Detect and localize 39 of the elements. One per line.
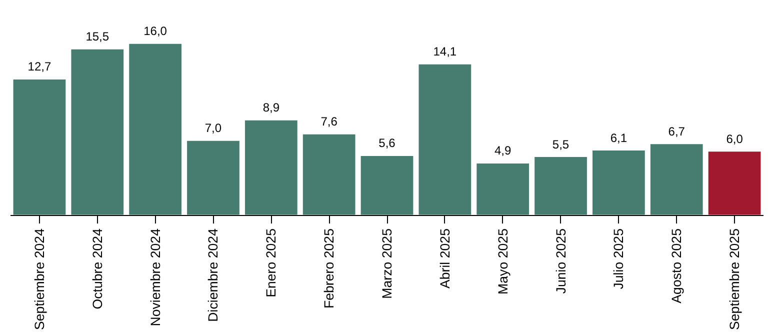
x-tick-label: Septiembre 2025 bbox=[727, 228, 742, 330]
x-tick-label: Septiembre 2024 bbox=[32, 228, 47, 330]
data-label: 4,9 bbox=[494, 144, 512, 158]
bar bbox=[417, 62, 473, 216]
data-label: 7,6 bbox=[320, 114, 338, 129]
bar bbox=[301, 132, 357, 216]
data-label: 8,9 bbox=[262, 100, 280, 115]
x-tick-label: Agosto 2025 bbox=[669, 228, 684, 304]
data-label: 16,0 bbox=[144, 24, 168, 38]
data-label: 5,5 bbox=[552, 137, 570, 152]
data-label: 12,7 bbox=[28, 60, 52, 74]
bar bbox=[533, 156, 588, 216]
bar bbox=[12, 78, 68, 216]
data-label: 6,7 bbox=[668, 124, 686, 138]
bar bbox=[475, 162, 531, 216]
x-tick-label: Diciembre 2024 bbox=[206, 228, 221, 322]
bar bbox=[186, 139, 241, 216]
bar bbox=[591, 149, 646, 216]
x-tick-label: Enero 2025 bbox=[264, 228, 279, 298]
data-label: 15,5 bbox=[86, 30, 110, 44]
x-tick-label: Abril 2025 bbox=[437, 228, 452, 289]
x-tick-label: Mayo 2025 bbox=[495, 228, 510, 294]
data-label: 7,0 bbox=[204, 121, 222, 136]
x-tick-label: Febrero 2025 bbox=[322, 228, 337, 309]
x-tick-label: Octubre 2024 bbox=[90, 228, 105, 310]
data-label: 6,1 bbox=[610, 130, 628, 145]
bar bbox=[128, 42, 183, 216]
x-tick-label: Junio 2025 bbox=[553, 228, 568, 294]
bar bbox=[359, 154, 415, 216]
x-tick-label: Marzo 2025 bbox=[380, 228, 394, 299]
bar bbox=[243, 118, 299, 216]
bar bbox=[706, 150, 762, 216]
bar bbox=[70, 48, 126, 216]
data-label: 14,1 bbox=[433, 44, 457, 59]
data-label: 6,0 bbox=[726, 132, 744, 146]
x-tick-label: Noviembre 2024 bbox=[148, 228, 163, 326]
bar bbox=[648, 142, 704, 216]
x-tick-label: Julio 2025 bbox=[611, 228, 626, 290]
data-label: 5,6 bbox=[378, 136, 396, 150]
